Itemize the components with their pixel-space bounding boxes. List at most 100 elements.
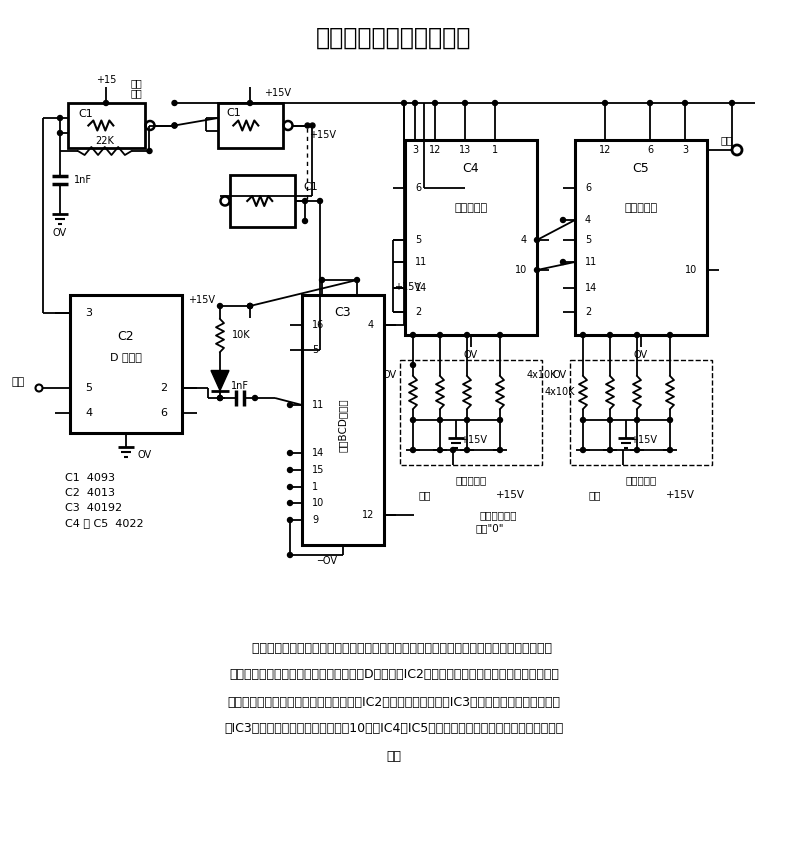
Circle shape (354, 277, 360, 283)
Text: +15V: +15V (264, 88, 291, 98)
Circle shape (498, 448, 503, 453)
Circle shape (287, 517, 293, 522)
Bar (405, 140, 537, 335)
Text: 12: 12 (599, 145, 611, 155)
Text: 10: 10 (685, 265, 697, 275)
Circle shape (287, 501, 293, 505)
Circle shape (581, 417, 585, 423)
Text: 减法计数器: 减法计数器 (624, 203, 657, 213)
Circle shape (608, 332, 612, 338)
Circle shape (560, 217, 566, 222)
Text: 9: 9 (312, 515, 318, 525)
Text: +15V: +15V (309, 131, 336, 141)
Text: 6: 6 (585, 183, 591, 193)
Text: 并＝"0": 并＝"0" (476, 523, 504, 533)
Text: 11: 11 (415, 257, 428, 267)
Circle shape (218, 395, 222, 400)
Circle shape (172, 123, 177, 128)
Text: C1  4093: C1 4093 (65, 473, 115, 483)
Circle shape (492, 101, 498, 106)
Text: 16: 16 (312, 320, 324, 330)
Circle shape (287, 484, 293, 490)
Circle shape (465, 332, 469, 338)
Text: C2: C2 (118, 331, 134, 344)
Circle shape (437, 448, 443, 453)
Circle shape (287, 450, 293, 455)
Circle shape (172, 123, 177, 128)
Text: 11: 11 (312, 400, 324, 410)
Circle shape (310, 123, 315, 128)
Circle shape (302, 198, 308, 204)
Text: OV: OV (553, 370, 567, 380)
Text: C5: C5 (633, 161, 649, 174)
Polygon shape (211, 370, 229, 391)
Text: D 触发器: D 触发器 (110, 352, 142, 362)
Text: 个位: 个位 (589, 490, 601, 500)
Text: 4: 4 (521, 235, 527, 245)
Text: 12: 12 (361, 510, 374, 520)
Text: 13: 13 (459, 145, 471, 155)
Bar (68, 103, 145, 148)
Circle shape (287, 467, 293, 472)
Text: 使用图示的非整数的可编程脉冲分配器。D触发器（IC2）的作用是使输入信号与时钟脉冲同步。: 使用图示的非整数的可编程脉冲分配器。D触发器（IC2）的作用是使输入信号与时钟脉… (229, 668, 559, 681)
Text: C2  4013: C2 4013 (65, 488, 115, 498)
Circle shape (305, 123, 310, 128)
Text: 输入: 输入 (11, 377, 24, 387)
Text: 输出: 输出 (720, 135, 733, 145)
Text: 5: 5 (85, 383, 92, 393)
Circle shape (608, 448, 612, 453)
Text: 4: 4 (368, 320, 374, 330)
Circle shape (302, 218, 308, 223)
Text: +15V: +15V (394, 282, 421, 292)
Text: +15V: +15V (495, 490, 525, 500)
Circle shape (287, 403, 293, 407)
Text: 6: 6 (415, 183, 421, 193)
Text: +15V: +15V (665, 490, 694, 500)
Text: C4 和 C5  4022: C4 和 C5 4022 (65, 518, 144, 528)
Text: 6: 6 (160, 408, 167, 418)
Text: 1nF: 1nF (231, 381, 249, 391)
Text: C4: C4 (462, 161, 479, 174)
Text: 5: 5 (312, 345, 318, 355)
Circle shape (252, 395, 257, 400)
Circle shape (410, 448, 416, 453)
Circle shape (218, 303, 222, 308)
Circle shape (103, 101, 109, 106)
Bar (400, 360, 542, 465)
Circle shape (58, 131, 62, 136)
Text: 4x10K: 4x10K (526, 370, 557, 380)
Text: 同步BCD计数器: 同步BCD计数器 (338, 399, 348, 452)
Text: 最低有效位: 最低有效位 (455, 475, 487, 485)
Text: 3: 3 (412, 145, 418, 155)
Text: 非整数可编程脉冲分配器: 非整数可编程脉冲分配器 (316, 26, 472, 50)
Text: 10: 10 (514, 265, 527, 275)
Text: 10K: 10K (232, 331, 251, 340)
Text: OV: OV (53, 228, 67, 238)
Circle shape (248, 303, 252, 308)
Circle shape (437, 417, 443, 423)
Circle shape (581, 332, 585, 338)
Circle shape (172, 101, 177, 106)
Circle shape (667, 448, 672, 453)
Circle shape (634, 332, 640, 338)
Text: 2: 2 (160, 383, 167, 393)
Circle shape (218, 395, 222, 400)
Circle shape (248, 303, 252, 308)
Circle shape (410, 362, 416, 368)
Text: 当时钟脉冲从低变到高并且输入为高时，IC2的输出为高。从而将IC3复位到零，并且开始计数。: 当时钟脉冲从低变到高并且输入为高时，IC2的输出为高。从而将IC3复位到零，并且… (227, 696, 560, 709)
Text: 4: 4 (585, 215, 591, 225)
Text: 1: 1 (492, 145, 498, 155)
Text: 3: 3 (85, 308, 92, 318)
Text: 4x10K: 4x10K (545, 387, 575, 397)
Text: +15V: +15V (461, 435, 488, 445)
Circle shape (465, 417, 469, 423)
Text: 14: 14 (415, 283, 428, 293)
Text: 15: 15 (312, 465, 324, 475)
Text: 1nF: 1nF (74, 175, 92, 185)
Text: OV: OV (634, 350, 648, 360)
Circle shape (320, 277, 324, 283)
Text: 12: 12 (428, 145, 441, 155)
Text: C1: C1 (78, 109, 93, 119)
Text: 器。: 器。 (387, 750, 402, 763)
Text: C1: C1 (303, 182, 318, 192)
